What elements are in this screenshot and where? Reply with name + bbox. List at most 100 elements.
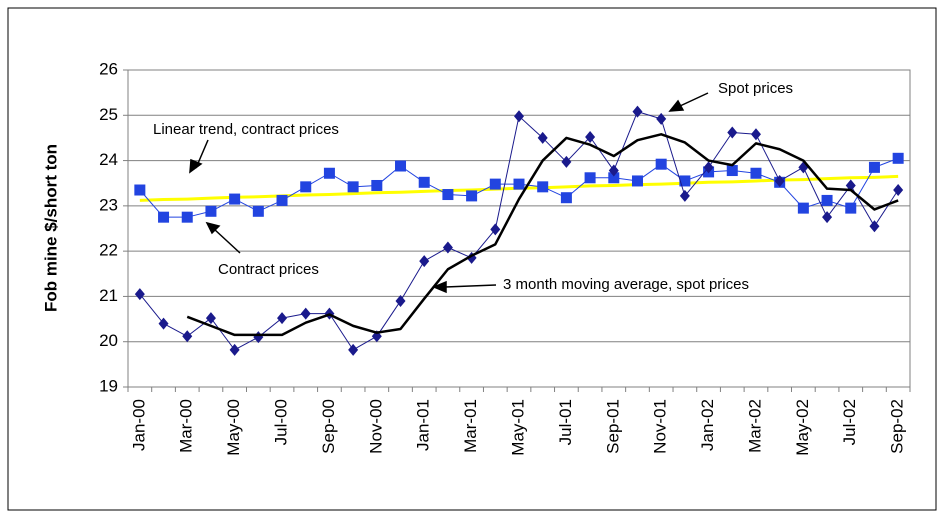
x-tick-label: Sep-00: [319, 399, 338, 454]
diamond-marker: [419, 255, 430, 268]
diamond-marker: [893, 184, 904, 197]
diamond-marker: [585, 131, 596, 144]
x-tick-label: Sep-02: [888, 399, 907, 454]
square-marker: [584, 172, 596, 184]
y-tick-label: 20: [99, 331, 118, 350]
square-marker: [608, 172, 620, 184]
x-tick-label: Nov-00: [366, 399, 385, 454]
diamond-marker: [134, 288, 145, 301]
plot-frame: [127, 69, 911, 388]
annotations: [189, 92, 709, 294]
square-marker: [158, 211, 170, 223]
diamond-marker: [632, 105, 643, 118]
x-tick-label: May-02: [793, 399, 812, 456]
arrow-head: [668, 99, 685, 112]
y-tick-label: 26: [99, 59, 118, 78]
arrow: [444, 284, 497, 288]
arrow-head: [189, 158, 203, 174]
annotation: Contract prices: [218, 261, 319, 278]
diamond-marker: [703, 161, 714, 174]
diamond-marker: [229, 343, 240, 356]
square-marker: [537, 181, 549, 193]
diamond-marker: [348, 343, 359, 356]
y-tick-label: 25: [99, 105, 118, 124]
diamond-marker: [158, 317, 169, 330]
x-tick-label: Jan-01: [414, 399, 433, 451]
square-marker: [679, 175, 691, 187]
diamond-marker: [822, 211, 833, 224]
diamond-marker: [679, 189, 690, 202]
square-marker: [276, 194, 288, 206]
square-marker: [323, 167, 335, 179]
square-marker: [300, 181, 312, 193]
x-tick-label: May-01: [508, 399, 527, 456]
diamond-marker: [442, 241, 453, 254]
diamond-marker: [869, 220, 880, 233]
diamond-marker: [750, 128, 761, 141]
square-marker: [134, 184, 146, 196]
x-tick-label: Mar-00: [177, 399, 196, 453]
y-axis-label: Fob mine $/short ton: [41, 144, 60, 312]
y-tick-label: 23: [99, 195, 118, 214]
x-tick-label: Mar-02: [745, 399, 764, 453]
arrow-head: [432, 280, 447, 294]
arrow: [213, 228, 241, 254]
annotation: Linear trend, contract prices: [153, 121, 339, 138]
square-marker: [181, 211, 193, 223]
diamond-marker: [608, 164, 619, 177]
diamond-marker: [182, 330, 193, 343]
square-marker: [489, 178, 501, 190]
square-marker: [750, 167, 762, 179]
square-marker: [821, 194, 833, 206]
x-tick-label: Nov-01: [651, 399, 670, 454]
square-marker: [513, 178, 525, 190]
square-marker: [466, 190, 478, 202]
diamond-marker: [656, 112, 667, 125]
arrow: [679, 92, 709, 107]
diamond-marker: [774, 174, 785, 187]
square-marker: [442, 189, 454, 201]
y-tick-label: 22: [99, 241, 118, 260]
diamond-marker: [727, 126, 738, 139]
diamond-marker: [561, 155, 572, 168]
x-tick-label: Jul-01: [556, 399, 575, 445]
square-marker: [371, 179, 383, 191]
diamond-marker: [395, 294, 406, 307]
square-marker: [797, 202, 809, 214]
x-tick-label: Mar-01: [461, 399, 480, 453]
square-marker: [726, 165, 738, 177]
diamond-marker: [205, 312, 216, 325]
x-tick-label: Sep-01: [603, 399, 622, 454]
diamond-marker: [300, 307, 311, 320]
x-tick-label: Jan-00: [129, 399, 148, 451]
square-marker: [631, 175, 643, 187]
diamond-marker: [845, 179, 856, 192]
square-marker: [560, 192, 572, 204]
x-tick-label: Jan-02: [698, 399, 717, 451]
diamond-marker: [514, 110, 524, 123]
x-tick-label: May-00: [224, 399, 243, 456]
arrow-head: [205, 221, 221, 235]
square-marker: [655, 158, 667, 170]
x-tick-label: Jul-02: [840, 399, 859, 445]
square-marker: [395, 160, 407, 172]
y-tick-label: 21: [99, 286, 118, 305]
y-tick-label: 19: [99, 376, 118, 395]
square-marker: [845, 202, 857, 214]
square-marker: [418, 176, 430, 188]
diamond-marker: [490, 223, 501, 236]
annotation: Spot prices: [718, 80, 793, 97]
diamond-marker: [537, 131, 548, 144]
square-marker: [229, 193, 241, 205]
annotation: 3 month moving average, spot prices: [503, 276, 749, 293]
diamond-marker: [277, 312, 288, 325]
y-tick-label: 24: [99, 150, 118, 169]
x-tick-label: Jul-00: [272, 399, 291, 445]
square-marker: [205, 205, 217, 217]
series-line: [186, 133, 899, 337]
plot: [134, 105, 904, 356]
square-marker: [892, 152, 904, 164]
square-marker: [868, 161, 880, 173]
square-marker: [347, 181, 359, 193]
